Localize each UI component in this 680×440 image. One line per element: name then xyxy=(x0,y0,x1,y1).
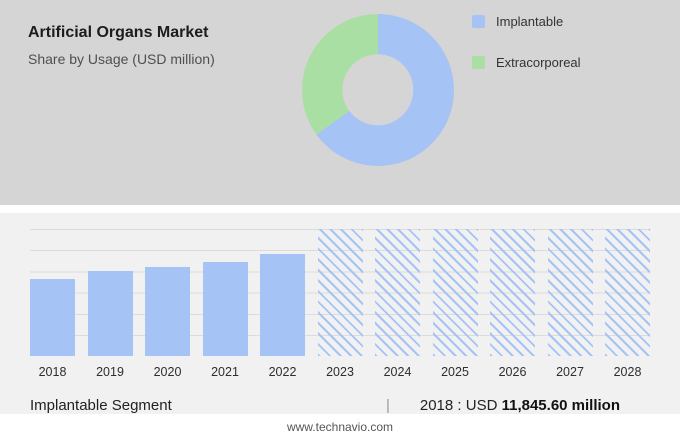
footer: www.technavio.com xyxy=(0,414,680,440)
website-link: www.technavio.com xyxy=(286,420,394,434)
page-subtitle: Share by Usage (USD million) xyxy=(28,51,215,67)
bar-2022 xyxy=(260,254,305,356)
legend-item-implantable: Implantable xyxy=(472,14,581,29)
bar-2019 xyxy=(87,270,133,356)
x-axis-label-2025: 2025 xyxy=(441,365,469,379)
legend-swatch-extracorporeal xyxy=(472,56,485,69)
caption-row: Implantable Segment | 2018 : USD 11,845.… xyxy=(30,397,620,414)
x-axis-label-2020: 2020 xyxy=(153,365,182,379)
bar-2024 xyxy=(375,229,420,356)
legend: Implantable Extracorporeal xyxy=(472,14,581,96)
x-axis-label-2024: 2024 xyxy=(383,365,412,379)
bar-2021 xyxy=(202,262,248,356)
bar-chart-panel: 2018 2019 2020 2021 2022 2023 2024 2025 2026 2027… xyxy=(0,213,680,414)
highlight-value-amount: 11,845.60 million xyxy=(501,397,620,414)
bar-series xyxy=(30,229,650,356)
x-axis-label-2028: 2028 xyxy=(613,365,642,379)
legend-swatch-implantable xyxy=(472,15,485,28)
segment-label: Implantable Segment xyxy=(30,397,172,414)
x-axis-label-2026: 2026 xyxy=(498,365,527,379)
highlight-value: 2018 : USD 11,845.60 million xyxy=(420,397,620,414)
legend-item-extracorporeal: Extracorporeal xyxy=(472,55,581,70)
caption-separator: | xyxy=(385,397,390,414)
legend-label-implantable: Implantable xyxy=(496,14,564,29)
bar-2020 xyxy=(145,267,190,356)
summary-panel: Artificial Organs Market Share by Usage … xyxy=(0,0,680,205)
x-axis-label-2021: 2021 xyxy=(211,365,239,379)
bar-2027 xyxy=(547,229,593,356)
panel-divider xyxy=(0,205,680,213)
x-axis-label-2023: 2023 xyxy=(326,365,354,379)
legend-label-extracorporeal: Extracorporeal xyxy=(496,55,581,70)
bar-2023 xyxy=(317,229,363,356)
bar-2018 xyxy=(30,278,75,356)
bar-2028 xyxy=(605,229,650,356)
x-axis-label-2019: 2019 xyxy=(96,365,124,379)
x-axis-label-2018: 2018 xyxy=(38,365,67,379)
bar-2026 xyxy=(490,229,535,356)
bar-2025 xyxy=(432,229,478,356)
bar-chart xyxy=(30,229,650,356)
chart-header: Artificial Organs Market Share by Usage … xyxy=(28,24,215,67)
page-title: Artificial Organs Market xyxy=(28,24,209,41)
x-axis-label-2022: 2022 xyxy=(268,365,297,379)
x-axis-label-2027: 2027 xyxy=(556,365,584,379)
donut-chart xyxy=(302,14,454,166)
highlight-value-prefix: 2018 : USD xyxy=(419,397,498,414)
x-axis-labels: 2018 2019 2020 2021 2022 2023 2024 2025 2026 2027… xyxy=(30,365,650,379)
